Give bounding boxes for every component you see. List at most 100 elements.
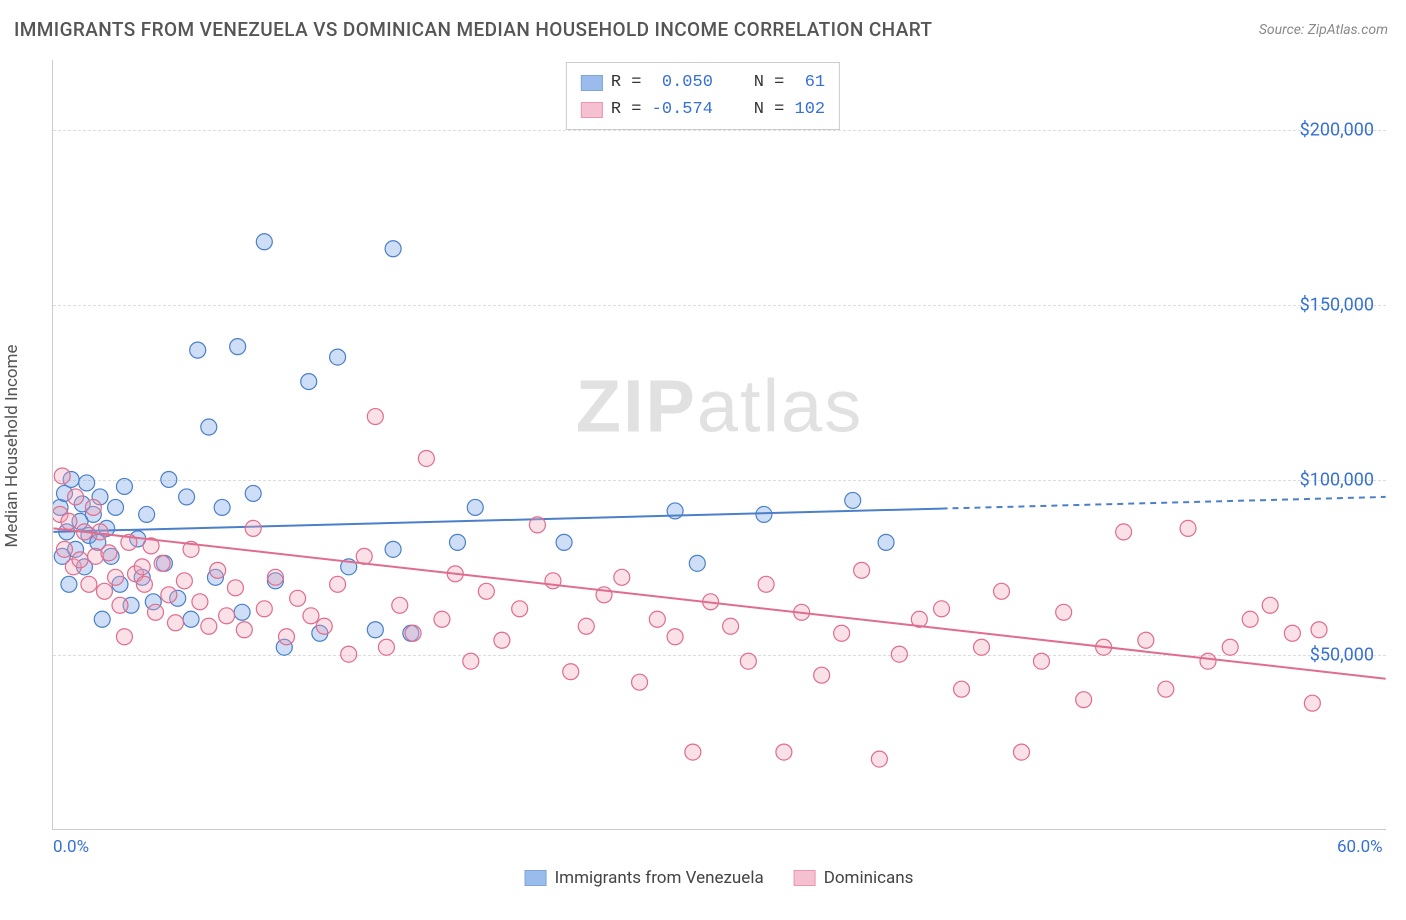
x-tick-label: 60.0% xyxy=(1337,837,1383,857)
data-point xyxy=(72,552,88,568)
data-point xyxy=(303,608,319,624)
data-point xyxy=(367,622,383,638)
data-point xyxy=(689,555,705,571)
data-point xyxy=(227,580,243,596)
data-point xyxy=(234,604,250,620)
trend-line-solid xyxy=(53,528,1385,678)
data-point xyxy=(79,475,95,491)
data-point xyxy=(1076,692,1092,708)
data-point xyxy=(176,573,192,589)
data-point xyxy=(330,349,346,365)
data-point xyxy=(161,587,177,603)
legend-series-label: Dominicans xyxy=(824,868,914,888)
swatch-venezuela xyxy=(581,75,603,91)
legend-stats-row-1: R = 0.050 N = 61 xyxy=(581,69,825,96)
data-point xyxy=(723,618,739,634)
data-point xyxy=(116,478,132,494)
data-point xyxy=(494,632,510,648)
data-point xyxy=(512,601,528,617)
data-point xyxy=(256,601,272,617)
data-point xyxy=(463,653,479,669)
data-point xyxy=(179,489,195,505)
scatter-svg xyxy=(53,60,1386,829)
data-point xyxy=(85,499,101,515)
data-point xyxy=(290,590,306,606)
data-point xyxy=(183,611,199,627)
data-point xyxy=(954,681,970,697)
data-point xyxy=(279,629,295,645)
data-point xyxy=(649,611,665,627)
legend-swatch xyxy=(794,870,816,886)
data-point xyxy=(632,674,648,690)
data-point xyxy=(556,534,572,550)
data-point xyxy=(168,615,184,631)
legend-series-box: Immigrants from Venezuela Dominicans xyxy=(525,836,914,920)
data-point xyxy=(92,524,108,540)
data-point xyxy=(96,583,112,599)
data-point xyxy=(418,450,434,466)
data-point xyxy=(139,506,155,522)
data-point xyxy=(236,622,252,638)
data-point xyxy=(201,419,217,435)
data-point xyxy=(54,468,70,484)
data-point xyxy=(756,506,772,522)
data-point xyxy=(449,534,465,550)
data-point xyxy=(994,583,1010,599)
data-point xyxy=(190,342,206,358)
data-point xyxy=(685,744,701,760)
data-point xyxy=(316,618,332,634)
data-point xyxy=(161,471,177,487)
data-point xyxy=(201,618,217,634)
data-point xyxy=(1056,604,1072,620)
data-point xyxy=(56,541,72,557)
data-point xyxy=(330,576,346,592)
data-point xyxy=(116,629,132,645)
data-point xyxy=(148,604,164,620)
data-point xyxy=(392,597,408,613)
y-axis-label: Median Household Income xyxy=(2,345,22,548)
data-point xyxy=(834,625,850,641)
data-point xyxy=(230,339,246,355)
data-point xyxy=(81,576,97,592)
data-point xyxy=(563,664,579,680)
data-point xyxy=(467,499,483,515)
legend-series-item: Immigrants from Venezuela xyxy=(525,868,764,888)
data-point xyxy=(210,562,226,578)
legend-swatch xyxy=(525,870,547,886)
x-tick-label: 0.0% xyxy=(53,837,89,857)
data-point xyxy=(891,646,907,662)
data-point xyxy=(192,594,208,610)
data-point xyxy=(1158,681,1174,697)
data-point xyxy=(385,241,401,257)
data-point xyxy=(108,499,124,515)
data-point xyxy=(61,513,77,529)
legend-series-item: Dominicans xyxy=(794,868,914,888)
data-point xyxy=(871,751,887,767)
legend-stats-box: R = 0.050 N = 61 R = -0.574 N = 102 xyxy=(566,62,840,130)
data-point xyxy=(1180,520,1196,536)
trend-line-dashed xyxy=(942,497,1386,509)
legend-stats-row-2: R = -0.574 N = 102 xyxy=(581,96,825,123)
data-point xyxy=(478,583,494,599)
data-point xyxy=(267,569,283,585)
data-point xyxy=(134,559,150,575)
data-point xyxy=(974,639,990,655)
legend-series-label: Immigrants from Venezuela xyxy=(555,868,764,888)
trend-line-solid xyxy=(53,509,941,532)
data-point xyxy=(1222,639,1238,655)
data-point xyxy=(61,576,77,592)
data-point xyxy=(112,597,128,613)
data-point xyxy=(1311,622,1327,638)
data-point xyxy=(154,555,170,571)
data-point xyxy=(578,618,594,634)
data-point xyxy=(878,534,894,550)
data-point xyxy=(1033,653,1049,669)
data-point xyxy=(529,517,545,533)
data-point xyxy=(1200,653,1216,669)
data-point xyxy=(136,576,152,592)
data-point xyxy=(1304,695,1320,711)
data-point xyxy=(1284,625,1300,641)
source-citation: Source: ZipAtlas.com xyxy=(1259,22,1388,38)
data-point xyxy=(108,569,124,585)
data-point xyxy=(854,562,870,578)
